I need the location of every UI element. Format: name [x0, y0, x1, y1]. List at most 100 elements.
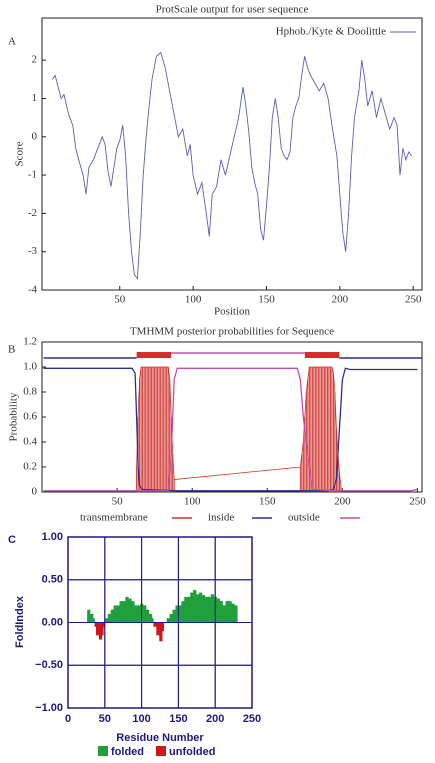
legend-label: inside — [208, 512, 234, 524]
bar — [184, 596, 188, 623]
x-tick-label: 250 — [409, 496, 426, 508]
bar — [103, 622, 106, 627]
panel-label: A — [8, 36, 16, 48]
bar — [128, 598, 132, 623]
y-tick-label: 0 — [32, 130, 38, 142]
x-tick-label: 50 — [114, 294, 126, 306]
y-tick-label: -3 — [28, 245, 38, 257]
legend-label: outside — [288, 512, 320, 524]
bar — [210, 594, 215, 623]
y-tick-label: 1 — [32, 92, 38, 104]
bar — [90, 613, 94, 623]
x-tick-label: 150 — [258, 294, 275, 306]
chart-panel: B TMHMM posterior probabilities for Seque… — [8, 326, 427, 524]
x-axis-label: Residue Number — [116, 732, 204, 744]
y-tick-label: −0.50 — [35, 659, 63, 671]
data-line — [51, 51, 413, 280]
y-tick-label: 0.00 — [42, 616, 63, 628]
bar — [159, 622, 163, 642]
bar — [104, 618, 109, 623]
bar — [169, 613, 173, 623]
legend-swatch — [156, 746, 166, 756]
x-tick-label: 200 — [332, 294, 349, 306]
bar — [225, 601, 229, 623]
x-tick-label: 100 — [132, 713, 150, 725]
x-tick-label: 150 — [259, 496, 276, 508]
bar — [119, 601, 123, 623]
bar — [172, 609, 176, 623]
legend-label: folded — [111, 746, 144, 758]
bar — [219, 601, 223, 623]
bar — [190, 592, 194, 623]
x-tick-label: 200 — [206, 713, 224, 725]
plot-frame — [41, 17, 423, 291]
bar — [175, 605, 179, 623]
chart-title: ProtScale output for user sequence — [156, 4, 309, 16]
bar — [193, 590, 197, 623]
y-tick-label: -1 — [28, 169, 37, 181]
x-tick-label: 50 — [112, 496, 124, 508]
bar — [156, 622, 160, 636]
bar — [181, 601, 185, 623]
bar — [146, 609, 150, 623]
data-line — [43, 367, 418, 492]
bar — [125, 596, 129, 623]
bar — [231, 603, 235, 623]
x-tick-label: 150 — [169, 713, 187, 725]
chart-title: TMHMM posterior probabilities for Sequen… — [130, 326, 334, 338]
y-axis-label: Probability — [8, 392, 20, 441]
bar — [196, 594, 200, 623]
y-tick-label: -4 — [28, 284, 38, 296]
bar — [107, 613, 111, 623]
bar — [162, 622, 164, 632]
bar — [87, 609, 91, 623]
data-line — [43, 367, 418, 492]
y-tick-label: 1.2 — [23, 336, 37, 348]
bar — [93, 618, 95, 623]
y-tick-label: 1.0 — [23, 361, 37, 373]
bar — [110, 609, 114, 623]
bar — [222, 605, 226, 623]
bar — [148, 613, 153, 623]
chart-panel: C Residue Number FoldIndex 1.00 0.50 0.00 −0.5… — [8, 531, 261, 758]
x-axis-label: Position — [214, 306, 251, 318]
bar — [216, 598, 220, 623]
bar — [134, 605, 138, 623]
legend-label: unfolded — [169, 746, 215, 758]
bar — [166, 618, 170, 623]
x-tick-label: 200 — [334, 496, 351, 508]
bar — [234, 605, 238, 623]
y-tick-label: 0.50 — [42, 574, 63, 586]
x-tick-label: 50 — [99, 713, 111, 725]
bar — [98, 622, 103, 640]
y-tick-label: 0.8 — [23, 386, 37, 398]
x-tick-label: 100 — [184, 496, 201, 508]
bar — [137, 605, 141, 623]
legend-swatch — [98, 746, 108, 756]
legend-label: Hphob./Kyte & Doolittle — [276, 26, 386, 38]
bar — [101, 622, 104, 636]
panel-label: C — [8, 534, 16, 546]
y-tick-label: -2 — [28, 207, 37, 219]
bar — [122, 601, 126, 623]
data-line — [136, 366, 342, 486]
y-tick-label: 0.2 — [23, 461, 37, 473]
bar — [228, 601, 232, 623]
bar — [95, 622, 100, 636]
y-tick-label: 0.6 — [23, 411, 37, 423]
bar — [131, 601, 135, 623]
y-tick-label: 0 — [32, 486, 38, 498]
topology-segment — [136, 352, 172, 358]
bar — [187, 596, 191, 623]
bar — [207, 596, 212, 623]
topology-segment — [304, 352, 340, 358]
y-tick-label: 0.4 — [23, 436, 37, 448]
plot-frame — [41, 341, 423, 493]
bar — [199, 592, 203, 623]
bar — [151, 618, 154, 623]
bar — [201, 595, 206, 623]
x-tick-label: 250 — [405, 294, 422, 306]
bar — [204, 596, 209, 623]
bar — [153, 622, 157, 627]
